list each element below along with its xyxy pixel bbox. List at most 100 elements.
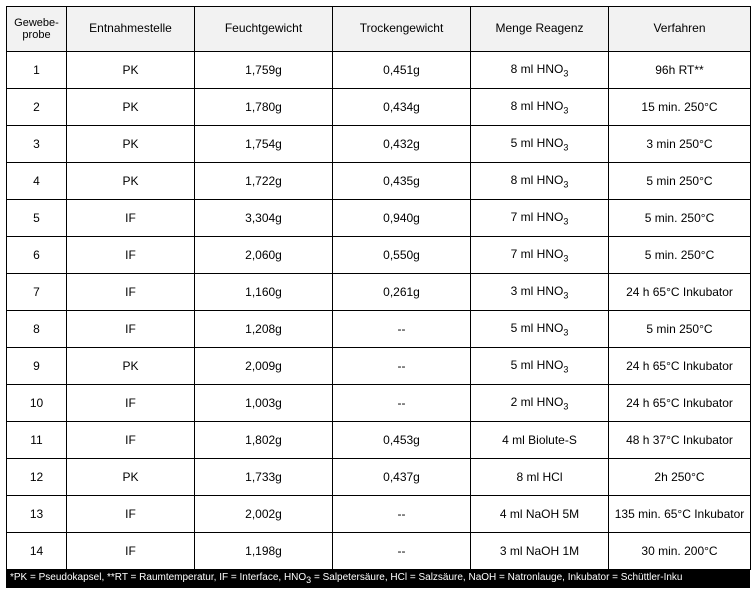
cell-reagent: 4 ml NaOH 5M [471, 496, 609, 533]
cell-dry: 0,453g [333, 422, 471, 459]
cell-wet: 1,802g [195, 422, 333, 459]
cell-site: IF [67, 422, 195, 459]
cell-wet: 2,060g [195, 237, 333, 274]
cell-reagent: 7 ml HNO3 [471, 237, 609, 274]
cell-site: PK [67, 163, 195, 200]
cell-dry: -- [333, 348, 471, 385]
table-row: 5IF3,304g0,940g7 ml HNO35 min. 250°C [7, 200, 751, 237]
cell-proc: 5 min. 250°C [609, 200, 751, 237]
col-header-verfahren: Verfahren [609, 7, 751, 52]
col-header-gewebeprobe: Gewebe-probe [7, 7, 67, 52]
cell-proc: 48 h 37°C Inkubator [609, 422, 751, 459]
table-row: 7IF1,160g0,261g3 ml HNO324 h 65°C Inkuba… [7, 274, 751, 311]
table-row: 3PK1,754g0,432g5 ml HNO33 min 250°C [7, 126, 751, 163]
table-row: 1PK1,759g0,451g8 ml HNO396h RT** [7, 52, 751, 89]
cell-wet: 2,002g [195, 496, 333, 533]
cell-wet: 1,733g [195, 459, 333, 496]
cell-proc: 24 h 65°C Inkubator [609, 274, 751, 311]
cell-proc: 24 h 65°C Inkubator [609, 385, 751, 422]
cell-dry: 0,940g [333, 200, 471, 237]
cell-wet: 1,003g [195, 385, 333, 422]
cell-wet: 1,759g [195, 52, 333, 89]
cell-reagent: 8 ml HNO3 [471, 52, 609, 89]
col-header-feuchtgewicht: Feuchtgewicht [195, 7, 333, 52]
col-header-trockengewicht: Trockengewicht [333, 7, 471, 52]
cell-proc: 15 min. 250°C [609, 89, 751, 126]
cell-site: PK [67, 52, 195, 89]
cell-wet: 1,754g [195, 126, 333, 163]
cell-site: PK [67, 126, 195, 163]
col-header-entnahmestelle: Entnahmestelle [67, 7, 195, 52]
cell-wet: 1,160g [195, 274, 333, 311]
cell-reagent: 8 ml HNO3 [471, 163, 609, 200]
table-row: 13IF2,002g--4 ml NaOH 5M135 min. 65°C In… [7, 496, 751, 533]
cell-dry: 0,434g [333, 89, 471, 126]
cell-site: IF [67, 237, 195, 274]
cell-n: 5 [7, 200, 67, 237]
cell-site: PK [67, 459, 195, 496]
table-row: 2PK1,780g0,434g8 ml HNO315 min. 250°C [7, 89, 751, 126]
cell-proc: 3 min 250°C [609, 126, 751, 163]
cell-reagent: 7 ml HNO3 [471, 200, 609, 237]
table-row: 8IF1,208g--5 ml HNO35 min 250°C [7, 311, 751, 348]
cell-site: IF [67, 496, 195, 533]
table-footnote: *PK = Pseudokapsel, **RT = Raumtemperatu… [6, 570, 750, 588]
table-row: 14IF1,198g--3 ml NaOH 1M30 min. 200°C [7, 533, 751, 570]
col-header-menge-reagenz: Menge Reagenz [471, 7, 609, 52]
table-body: 1PK1,759g0,451g8 ml HNO396h RT**2PK1,780… [7, 52, 751, 570]
table-row: 11IF1,802g0,453g4 ml Biolute-S48 h 37°C … [7, 422, 751, 459]
cell-n: 11 [7, 422, 67, 459]
cell-proc: 5 min 250°C [609, 311, 751, 348]
cell-n: 6 [7, 237, 67, 274]
cell-dry: 0,261g [333, 274, 471, 311]
cell-reagent: 4 ml Biolute-S [471, 422, 609, 459]
cell-site: IF [67, 385, 195, 422]
table-row: 4PK1,722g0,435g8 ml HNO35 min 250°C [7, 163, 751, 200]
table-row: 6IF2,060g0,550g7 ml HNO35 min. 250°C [7, 237, 751, 274]
cell-proc: 24 h 65°C Inkubator [609, 348, 751, 385]
cell-dry: -- [333, 311, 471, 348]
cell-dry: -- [333, 385, 471, 422]
cell-n: 4 [7, 163, 67, 200]
cell-dry: 0,550g [333, 237, 471, 274]
cell-site: IF [67, 274, 195, 311]
cell-dry: 0,437g [333, 459, 471, 496]
cell-dry: 0,432g [333, 126, 471, 163]
cell-reagent: 5 ml HNO3 [471, 348, 609, 385]
cell-dry: -- [333, 533, 471, 570]
table-header: Gewebe-probe Entnahmestelle Feuchtgewich… [7, 7, 751, 52]
cell-reagent: 8 ml HNO3 [471, 89, 609, 126]
cell-reagent: 3 ml HNO3 [471, 274, 609, 311]
cell-n: 1 [7, 52, 67, 89]
table-row: 10IF1,003g--2 ml HNO324 h 65°C Inkubator [7, 385, 751, 422]
cell-n: 7 [7, 274, 67, 311]
cell-site: IF [67, 311, 195, 348]
cell-wet: 3,304g [195, 200, 333, 237]
cell-site: IF [67, 533, 195, 570]
cell-site: PK [67, 348, 195, 385]
cell-proc: 30 min. 200°C [609, 533, 751, 570]
cell-reagent: 5 ml HNO3 [471, 311, 609, 348]
cell-n: 3 [7, 126, 67, 163]
cell-wet: 1,198g [195, 533, 333, 570]
cell-site: IF [67, 200, 195, 237]
cell-n: 2 [7, 89, 67, 126]
cell-reagent: 2 ml HNO3 [471, 385, 609, 422]
cell-n: 8 [7, 311, 67, 348]
cell-reagent: 8 ml HCl [471, 459, 609, 496]
cell-dry: 0,435g [333, 163, 471, 200]
cell-n: 10 [7, 385, 67, 422]
cell-proc: 96h RT** [609, 52, 751, 89]
cell-site: PK [67, 89, 195, 126]
cell-reagent: 3 ml NaOH 1M [471, 533, 609, 570]
cell-proc: 5 min. 250°C [609, 237, 751, 274]
cell-n: 14 [7, 533, 67, 570]
cell-n: 9 [7, 348, 67, 385]
cell-dry: 0,451g [333, 52, 471, 89]
cell-wet: 1,208g [195, 311, 333, 348]
cell-n: 12 [7, 459, 67, 496]
cell-wet: 1,780g [195, 89, 333, 126]
cell-dry: -- [333, 496, 471, 533]
cell-proc: 2h 250°C [609, 459, 751, 496]
cell-proc: 5 min 250°C [609, 163, 751, 200]
